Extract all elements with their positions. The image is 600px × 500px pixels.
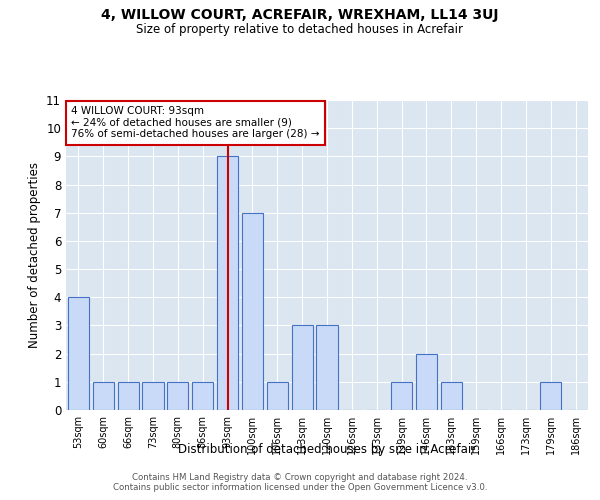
Bar	[540, 382, 561, 410]
Text: Distribution of detached houses by size in Acrefair: Distribution of detached houses by size …	[178, 442, 476, 456]
Text: Size of property relative to detached houses in Acrefair: Size of property relative to detached ho…	[137, 22, 464, 36]
Bar	[316, 326, 338, 410]
Bar	[416, 354, 437, 410]
Bar	[167, 382, 188, 410]
Bar	[142, 382, 164, 410]
Bar	[292, 326, 313, 410]
Text: Contains HM Land Registry data © Crown copyright and database right 2024.: Contains HM Land Registry data © Crown c…	[132, 472, 468, 482]
Y-axis label: Number of detached properties: Number of detached properties	[28, 162, 41, 348]
Bar	[267, 382, 288, 410]
Text: 4, WILLOW COURT, ACREFAIR, WREXHAM, LL14 3UJ: 4, WILLOW COURT, ACREFAIR, WREXHAM, LL14…	[101, 8, 499, 22]
Bar	[391, 382, 412, 410]
Bar	[192, 382, 213, 410]
Bar	[441, 382, 462, 410]
Text: 4 WILLOW COURT: 93sqm
← 24% of detached houses are smaller (9)
76% of semi-detac: 4 WILLOW COURT: 93sqm ← 24% of detached …	[71, 106, 320, 140]
Text: Contains public sector information licensed under the Open Government Licence v3: Contains public sector information licen…	[113, 482, 487, 492]
Bar	[118, 382, 139, 410]
Bar	[217, 156, 238, 410]
Bar	[93, 382, 114, 410]
Bar	[242, 212, 263, 410]
Bar	[68, 298, 89, 410]
